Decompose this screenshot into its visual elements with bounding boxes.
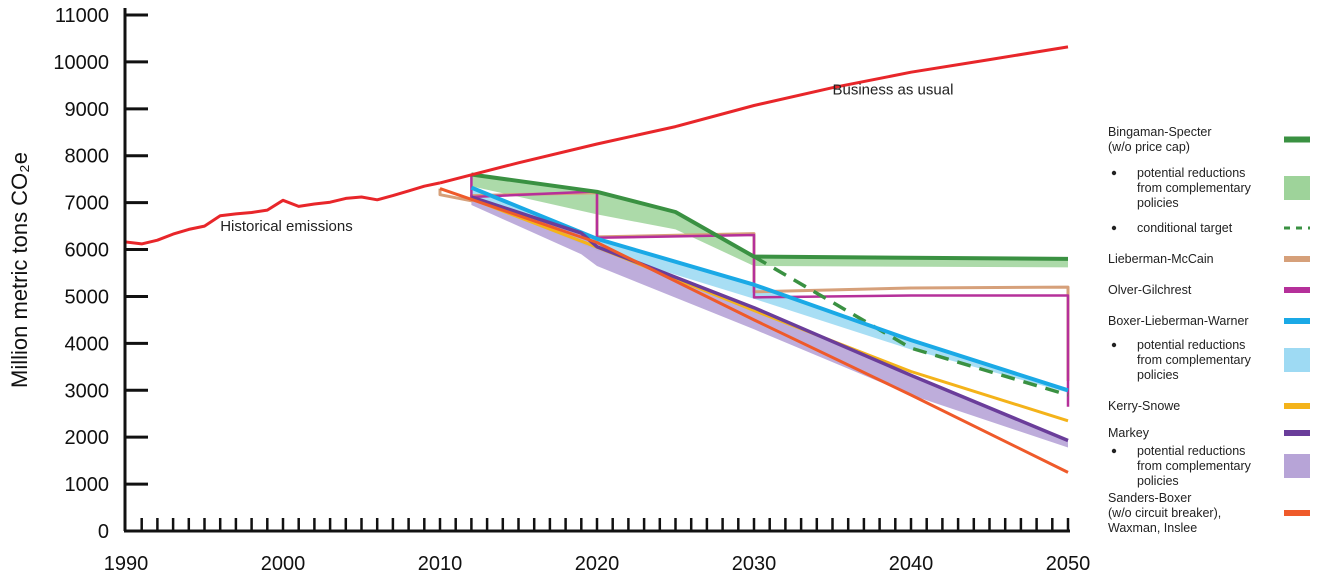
legend-label-boxer_band: from complementary xyxy=(1137,353,1252,367)
legend-label-sanders: Sanders-Boxer xyxy=(1108,491,1191,505)
legend-label-markey_band: from complementary xyxy=(1137,459,1252,473)
y-tick-label: 1000 xyxy=(65,474,110,496)
x-tick-label: 2050 xyxy=(1046,553,1091,575)
legend-label-boxer_band: potential reductions xyxy=(1137,338,1245,352)
legend-bullet xyxy=(1111,342,1117,348)
legend-bullet xyxy=(1111,225,1117,231)
legend-label-markey_band: potential reductions xyxy=(1137,444,1245,458)
legend-swatch-bingaman_band xyxy=(1284,176,1310,200)
series-kerry xyxy=(470,197,1069,423)
legend-label-markey: Markey xyxy=(1108,426,1150,440)
legend-label-bingaman_band: from complementary xyxy=(1137,181,1252,195)
y-tick-label: 10000 xyxy=(53,52,109,74)
series-boxer xyxy=(470,185,1069,393)
y-tick-label: 8000 xyxy=(65,146,110,168)
y-tick-label: 9000 xyxy=(65,99,110,121)
series-historical xyxy=(125,181,441,246)
legend-label-sanders: Waxman, Inslee xyxy=(1108,521,1197,535)
x-ticks: 1990 2000 2010 2020 2030 2040 2050 xyxy=(104,518,1091,575)
legend-label-bingaman_band: potential reductions xyxy=(1137,166,1245,180)
annotations: Historical emissions Business as usual xyxy=(220,82,953,235)
y-tick-label: 4000 xyxy=(65,333,110,355)
legend-label-boxer: Boxer-Lieberman-Warner xyxy=(1108,314,1249,328)
x-tick-label: 2040 xyxy=(889,553,934,575)
legend-swatch-markey_band xyxy=(1284,454,1310,478)
legend-label-bingaman: (w/o price cap) xyxy=(1108,140,1190,154)
annotation-historical: Historical emissions xyxy=(220,218,353,235)
x-tick-label: 2010 xyxy=(418,553,463,575)
series-bau xyxy=(439,45,1069,185)
legend-label-bingaman_band: policies xyxy=(1137,196,1179,210)
x-tick-label: 1990 xyxy=(104,553,149,575)
y-tick-label: 7000 xyxy=(65,193,110,215)
y-tick-label: 11000 xyxy=(55,5,109,27)
legend-label-boxer_band: policies xyxy=(1137,368,1179,382)
band-markey_band xyxy=(471,197,1068,448)
legend: Bingaman-Specter(w/o price cap) potential… xyxy=(1108,125,1310,535)
legend-swatch-boxer_band xyxy=(1284,348,1310,372)
legend-label-sanders: (w/o circuit breaker), xyxy=(1108,506,1221,520)
y-tick-label: 6000 xyxy=(65,240,110,262)
legend-bullet xyxy=(1111,170,1117,176)
y-axis-label: Million metric tons CO₂e xyxy=(7,152,32,388)
legend-bullet xyxy=(1111,448,1117,454)
series-bingaman xyxy=(471,172,1069,261)
band-layer xyxy=(471,174,1068,448)
x-tick-label: 2030 xyxy=(732,553,777,575)
y-ticks: 0 1000 2000 3000 4000 5000 6000 7000 8000 9000 100… xyxy=(53,5,148,543)
series-markey xyxy=(470,195,1069,443)
series-sanders xyxy=(439,187,1069,474)
x-tick-label: 2020 xyxy=(575,553,620,575)
legend-label-markey_band: policies xyxy=(1137,474,1179,488)
y-tick-label: 5000 xyxy=(65,286,110,308)
series-olver xyxy=(470,175,1070,407)
annotation-bau: Business as usual xyxy=(833,82,954,99)
legend-label-bingaman: Bingaman-Specter xyxy=(1108,125,1212,139)
legend-label-olver: Olver-Gilchrest xyxy=(1108,283,1192,297)
legend-label-kerry: Kerry-Snowe xyxy=(1108,399,1180,413)
x-tick-label: 2000 xyxy=(261,553,306,575)
y-tick-label: 2000 xyxy=(65,427,110,449)
y-tick-label: 0 xyxy=(98,521,109,543)
legend-label-lieberman: Lieberman-McCain xyxy=(1108,252,1214,266)
y-tick-label: 3000 xyxy=(65,380,110,402)
legend-label-bingaman_conditional: conditional target xyxy=(1137,221,1233,235)
series-layer xyxy=(125,45,1070,474)
